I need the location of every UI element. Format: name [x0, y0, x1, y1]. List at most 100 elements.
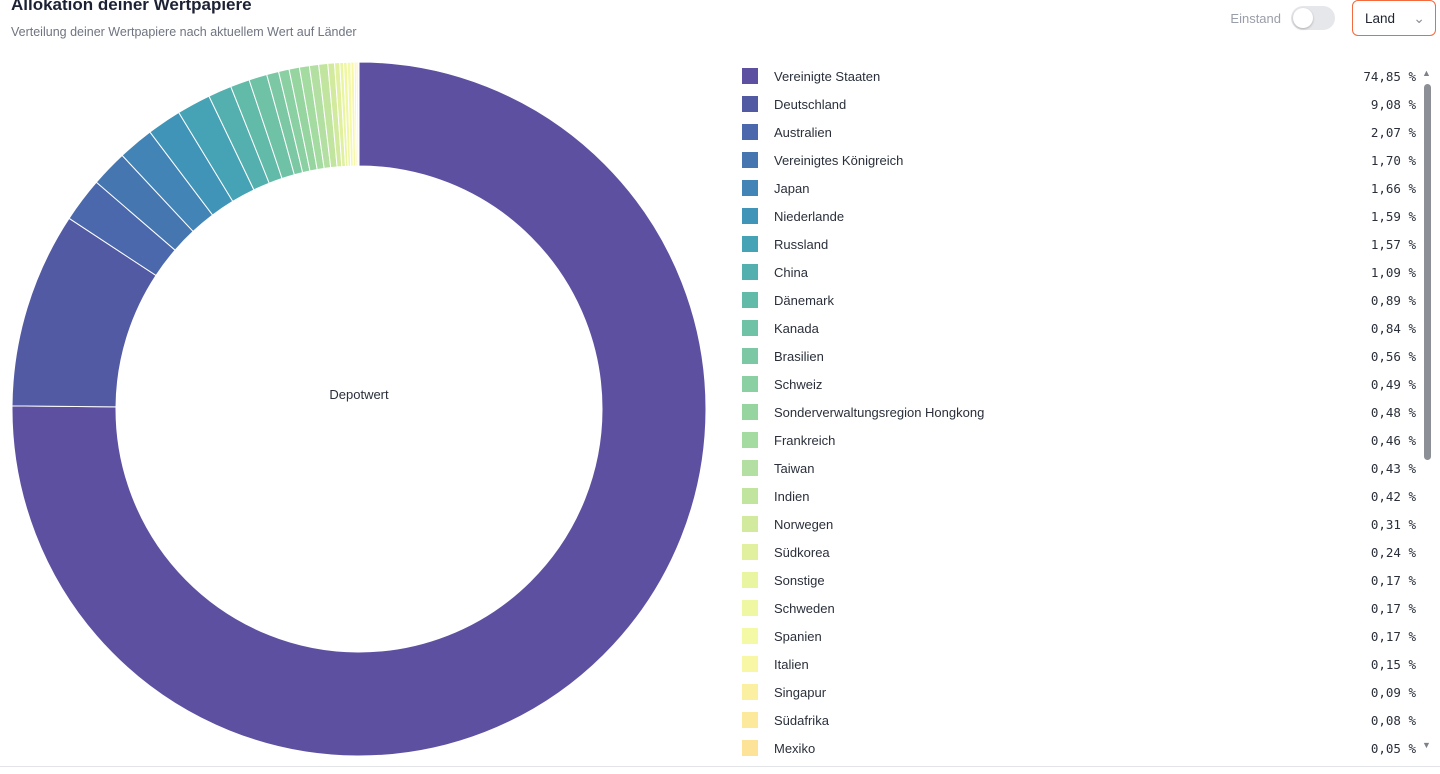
legend-label: Indien — [774, 488, 810, 504]
scroll-up-arrow-icon[interactable]: ▲ — [1422, 68, 1431, 78]
legend-label: Singapur — [774, 684, 827, 700]
legend-swatch — [742, 152, 758, 168]
legend-value: 9,08 % — [1370, 96, 1416, 112]
legend-item[interactable]: Südkorea 0,24 % — [742, 538, 1418, 566]
legend-swatch — [742, 124, 758, 140]
legend-scrollbar[interactable] — [1424, 84, 1431, 460]
legend-label: Taiwan — [774, 460, 815, 476]
legend-label: Mexiko — [774, 740, 816, 756]
einstand-toggle[interactable] — [1291, 6, 1335, 30]
einstand-toggle-group: Einstand — [1230, 6, 1335, 30]
legend-swatch — [742, 572, 758, 588]
einstand-toggle-label: Einstand — [1230, 10, 1281, 26]
legend-swatch — [742, 712, 758, 728]
legend-label: Norwegen — [774, 516, 834, 532]
legend-value: 1,66 % — [1370, 180, 1416, 196]
legend-swatch — [742, 404, 758, 420]
legend-label: Sonderverwaltungsregion Hongkong — [774, 404, 985, 420]
legend-item[interactable]: Indien 0,42 % — [742, 482, 1418, 510]
scroll-down-arrow-icon[interactable]: ▼ — [1422, 740, 1431, 750]
legend-swatch — [742, 432, 758, 448]
grouping-select-value: Land — [1365, 10, 1396, 26]
legend-label: Vereinigtes Königreich — [774, 152, 904, 168]
legend-swatch — [742, 348, 758, 364]
legend-item[interactable]: Taiwan 0,43 % — [742, 454, 1418, 482]
grouping-select[interactable]: Land ⌄ — [1352, 0, 1436, 36]
legend-item[interactable]: Vereinigte Staaten 74,85 % — [742, 62, 1418, 90]
donut-chart: Depotwert — [11, 61, 707, 757]
legend-label: Niederlande — [774, 208, 845, 224]
legend-swatch — [742, 96, 758, 112]
legend-value: 0,48 % — [1370, 404, 1416, 420]
legend-item[interactable]: Schweiz 0,49 % — [742, 370, 1418, 398]
legend-label: Südafrika — [774, 712, 829, 728]
legend-item[interactable]: China 1,09 % — [742, 258, 1418, 286]
legend-value: 1,09 % — [1370, 264, 1416, 280]
legend-value: 0,43 % — [1370, 460, 1416, 476]
legend-swatch — [742, 264, 758, 280]
legend-item[interactable]: Australien 2,07 % — [742, 118, 1418, 146]
legend-item[interactable]: Niederlande 1,59 % — [742, 202, 1418, 230]
donut-center-label: Depotwert — [329, 387, 389, 402]
legend-value: 1,70 % — [1370, 152, 1416, 168]
divider — [0, 766, 1440, 767]
legend-value: 0,17 % — [1370, 628, 1416, 644]
legend-value: 0,17 % — [1370, 572, 1416, 588]
legend-item[interactable]: Südafrika 0,08 % — [742, 706, 1418, 734]
legend-label: China — [774, 264, 808, 280]
legend-item[interactable]: Mexiko 0,05 % — [742, 734, 1418, 762]
chevron-down-icon: ⌄ — [1413, 10, 1425, 26]
toggle-knob — [1293, 8, 1313, 28]
legend-swatch — [742, 516, 758, 532]
legend-value: 0,24 % — [1370, 544, 1416, 560]
legend-item[interactable]: Japan 1,66 % — [742, 174, 1418, 202]
legend-value: 1,59 % — [1370, 208, 1416, 224]
legend-item[interactable]: Sonderverwaltungsregion Hongkong 0,48 % — [742, 398, 1418, 426]
legend-label: Italien — [774, 656, 809, 672]
legend-label: Deutschland — [774, 96, 847, 112]
legend-value: 0,46 % — [1370, 432, 1416, 448]
legend-item[interactable]: Norwegen 0,31 % — [742, 510, 1418, 538]
legend-swatch — [742, 68, 758, 84]
legend-item[interactable]: Brasilien 0,56 % — [742, 342, 1418, 370]
page-subtitle: Verteilung deiner Wertpapiere nach aktue… — [11, 25, 357, 39]
donut-slice[interactable] — [11, 61, 707, 757]
legend-swatch — [742, 488, 758, 504]
legend-swatch — [742, 740, 758, 756]
legend-swatch — [742, 684, 758, 700]
legend-label: Südkorea — [774, 544, 830, 560]
legend-label: Frankreich — [774, 432, 836, 448]
legend-swatch — [742, 460, 758, 476]
legend-item[interactable]: Spanien 0,17 % — [742, 622, 1418, 650]
legend-value: 0,17 % — [1370, 600, 1416, 616]
legend-value: 0,08 % — [1370, 712, 1416, 728]
donut-slices — [11, 61, 707, 757]
legend-item[interactable]: Italien 0,15 % — [742, 650, 1418, 678]
legend-item[interactable]: Frankreich 0,46 % — [742, 426, 1418, 454]
chart-legend: Vereinigte Staaten 74,85 % Deutschland 9,08… — [742, 62, 1418, 762]
legend-value: 1,57 % — [1370, 236, 1416, 252]
page-title: Allokation deiner Wertpapiere — [11, 0, 252, 14]
donut-slice[interactable] — [357, 61, 360, 167]
legend-swatch — [742, 320, 758, 336]
legend-label: Schweden — [774, 600, 835, 616]
legend-label: Spanien — [774, 628, 822, 644]
legend-swatch — [742, 208, 758, 224]
legend-item[interactable]: Kanada 0,84 % — [742, 314, 1418, 342]
legend-item[interactable]: Russland 1,57 % — [742, 230, 1418, 258]
legend-label: Russland — [774, 236, 829, 252]
legend-value: 0,09 % — [1370, 684, 1416, 700]
legend-label: Japan — [774, 180, 810, 196]
legend-label: Kanada — [774, 320, 819, 336]
legend-item[interactable]: Deutschland 9,08 % — [742, 90, 1418, 118]
legend-value: 0,15 % — [1370, 656, 1416, 672]
legend-item[interactable]: Dänemark 0,89 % — [742, 286, 1418, 314]
legend-item[interactable]: Vereinigtes Königreich 1,70 % — [742, 146, 1418, 174]
legend-value: 0,89 % — [1370, 292, 1416, 308]
legend-swatch — [742, 236, 758, 252]
legend-item[interactable]: Singapur 0,09 % — [742, 678, 1418, 706]
legend-item[interactable]: Sonstige 0,17 % — [742, 566, 1418, 594]
legend-swatch — [742, 600, 758, 616]
legend-item[interactable]: Schweden 0,17 % — [742, 594, 1418, 622]
legend-swatch — [742, 628, 758, 644]
